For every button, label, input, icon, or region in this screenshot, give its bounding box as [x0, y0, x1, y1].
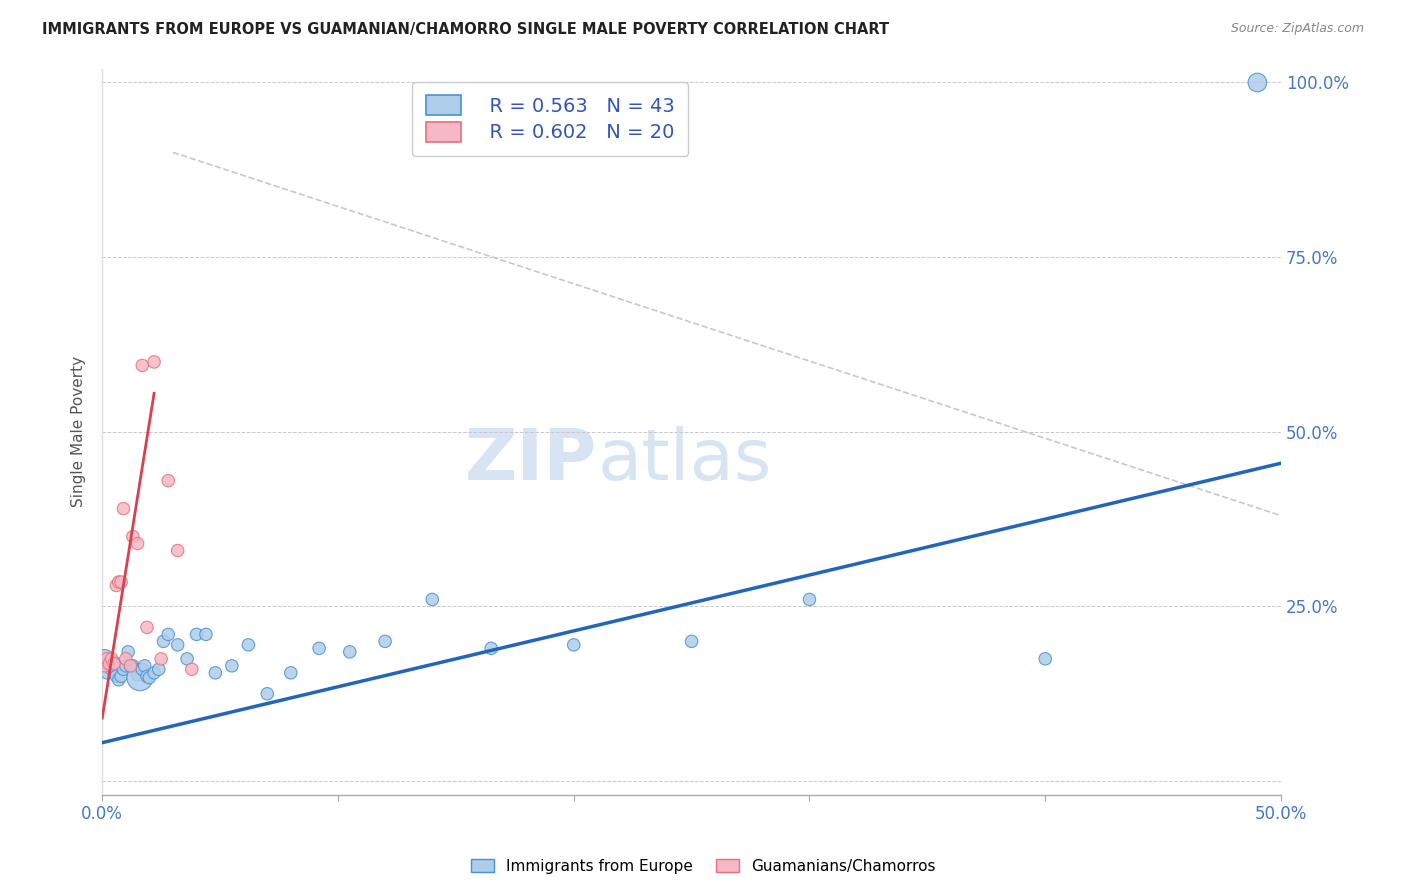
Point: [110, 669, 132, 683]
Point: [114, 658, 136, 673]
Point: [121, 658, 143, 673]
Point: [152, 634, 174, 648]
Point: [562, 638, 585, 652]
Point: [180, 662, 202, 676]
Point: [131, 662, 153, 676]
Point: [339, 645, 361, 659]
Point: [105, 669, 128, 683]
Point: [148, 662, 170, 676]
Text: Source: ZipAtlas.com: Source: ZipAtlas.com: [1230, 22, 1364, 36]
Point: [110, 574, 132, 589]
Point: [136, 620, 159, 634]
Point: [157, 627, 180, 641]
Point: [114, 652, 136, 666]
Point: [1033, 652, 1056, 666]
Point: [112, 662, 135, 676]
Point: [176, 652, 198, 666]
Point: [681, 634, 703, 648]
Legend:   R = 0.563   N = 43,   R = 0.602   N = 20: R = 0.563 N = 43, R = 0.602 N = 20: [412, 82, 688, 156]
Point: [204, 665, 226, 680]
Point: [127, 668, 149, 682]
Point: [117, 645, 139, 659]
Point: [107, 673, 129, 687]
Point: [98, 657, 121, 671]
Point: [280, 665, 302, 680]
Point: [103, 657, 125, 671]
Point: [138, 671, 160, 685]
Point: [186, 627, 208, 641]
Point: [93, 658, 115, 673]
Legend: Immigrants from Europe, Guamanians/Chamorros: Immigrants from Europe, Guamanians/Chamo…: [464, 853, 942, 880]
Point: [107, 574, 129, 589]
Point: [134, 658, 156, 673]
Point: [103, 656, 125, 670]
Point: [136, 669, 159, 683]
Point: [105, 578, 128, 592]
Point: [256, 687, 278, 701]
Point: [93, 652, 115, 666]
Point: [131, 359, 153, 373]
Point: [98, 658, 121, 673]
Point: [129, 671, 152, 685]
Point: [479, 641, 502, 656]
Point: [124, 662, 146, 676]
Point: [150, 652, 173, 666]
Point: [799, 592, 821, 607]
Point: [96, 665, 118, 680]
Text: IMMIGRANTS FROM EUROPE VS GUAMANIAN/CHAMORRO SINGLE MALE POVERTY CORRELATION CHA: IMMIGRANTS FROM EUROPE VS GUAMANIAN/CHAM…: [42, 22, 890, 37]
Point: [157, 474, 180, 488]
Point: [1246, 75, 1268, 89]
Point: [112, 501, 135, 516]
Point: [143, 665, 166, 680]
Point: [121, 530, 143, 544]
Text: ZIP: ZIP: [465, 426, 598, 495]
Y-axis label: Single Male Poverty: Single Male Poverty: [72, 356, 86, 508]
Point: [308, 641, 330, 656]
Point: [166, 638, 188, 652]
Point: [143, 355, 166, 369]
Point: [100, 662, 122, 676]
Point: [96, 652, 118, 666]
Point: [238, 638, 260, 652]
Point: [221, 658, 243, 673]
Point: [100, 652, 122, 666]
Text: atlas: atlas: [598, 426, 772, 495]
Point: [120, 658, 142, 673]
Point: [194, 627, 217, 641]
Point: [120, 658, 142, 673]
Point: [374, 634, 396, 648]
Point: [166, 543, 188, 558]
Point: [420, 592, 443, 607]
Point: [127, 536, 149, 550]
